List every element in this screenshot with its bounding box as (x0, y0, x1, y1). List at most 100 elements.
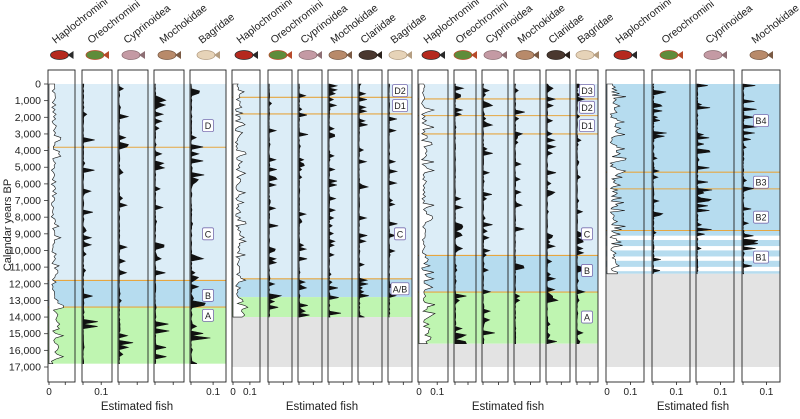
x-axis-label: Estimated fish (286, 401, 358, 413)
abundance-silhouette (358, 83, 370, 318)
fish-icon (483, 50, 503, 60)
y-axis-label: Calendar years BP (2, 179, 14, 271)
fish-tail-icon (471, 51, 477, 59)
abundance-silhouette (514, 83, 525, 345)
x-tick-label: 0 (604, 387, 610, 398)
y-tick-label: 0 (35, 79, 41, 91)
panel-frame (189, 69, 227, 383)
y-tick-label: 11,000 (10, 262, 41, 274)
y-tick-label: 2,000 (15, 112, 41, 124)
zone-label-box (394, 227, 406, 241)
fish-tail-icon (406, 51, 412, 59)
abundance-silhouette (268, 83, 283, 318)
panel-frame (327, 69, 353, 383)
abundance-silhouette (606, 83, 627, 275)
zone-label-box (392, 84, 408, 98)
zone-gap-stripe (606, 235, 780, 241)
taxon-name: Mochokidae (749, 2, 800, 46)
fish-tail-icon (677, 51, 683, 59)
abundance-silhouette (652, 83, 667, 275)
zone-gap-stripe (606, 256, 780, 261)
fish-icon (50, 50, 69, 60)
zone-label-box (581, 264, 593, 277)
panel-frame (481, 69, 509, 383)
panel-frame (357, 69, 383, 383)
abundance-silhouette (298, 83, 310, 318)
panel-frame (453, 69, 477, 383)
fish-icon (328, 50, 348, 60)
zone-band (606, 84, 780, 173)
fish-tail-icon (376, 51, 382, 59)
y-tick-label: 9,000 (15, 228, 41, 240)
zone-label-box (581, 227, 593, 241)
abundance-silhouette (154, 83, 170, 365)
fish-tail-icon (767, 51, 773, 59)
zone-label: B2 (755, 213, 766, 223)
zone-label-box (581, 310, 593, 324)
fish-icon (85, 50, 105, 60)
abundance-silhouette (546, 83, 559, 345)
fish-tail-icon (286, 51, 292, 59)
panel-frame (297, 69, 323, 383)
panel-frame (695, 69, 735, 383)
x-tick-label: 0.1 (243, 387, 257, 398)
no-data-band (606, 273, 780, 367)
zone-label: C (584, 229, 591, 239)
x-tick-label: 0 (416, 387, 422, 398)
y-tick-label: 6,000 (15, 178, 41, 190)
fish-tail-icon (252, 51, 258, 59)
zone-label-box (390, 282, 410, 296)
zone-label: A/B (393, 284, 408, 294)
x-tick-label: 0.1 (94, 387, 108, 398)
fish-tail-icon (346, 51, 352, 59)
zone-label: D1 (581, 121, 593, 131)
abundance-silhouette (418, 83, 436, 345)
panel-frame (81, 69, 113, 383)
fish-icon (157, 50, 177, 60)
abundance-silhouette (118, 83, 134, 365)
fish-tail-icon (175, 51, 181, 59)
abundance-silhouette (742, 83, 759, 275)
x-axis-label: Estimated fish (101, 401, 173, 413)
abundance-silhouette (482, 83, 495, 345)
abundance-silhouette (576, 83, 586, 345)
panel-frame-layer (44, 69, 781, 385)
zone-label: B3 (755, 178, 766, 188)
fish-icon (613, 50, 633, 60)
panel-frame (153, 69, 185, 383)
zone-label-box (753, 210, 769, 224)
y-tick-label: 17,000 (9, 362, 41, 374)
x-axis-label: Estimated fish (472, 401, 544, 413)
y-tick-label: 15,000 (9, 328, 41, 340)
abundance-silhouette (696, 83, 713, 275)
fish-icon (575, 50, 595, 60)
panel-frame (651, 69, 691, 383)
zone-label: D3 (581, 86, 593, 96)
fish-icon (358, 50, 378, 60)
fish-icon (453, 50, 473, 60)
x-axis-label: Estimated fish (657, 401, 729, 413)
abundance-silhouette (454, 83, 468, 345)
x-tick-label: 0.1 (713, 387, 727, 398)
zone-label-box (579, 119, 595, 133)
y-tick-label: 1,000 (15, 95, 41, 107)
x-tick-label: 0.1 (206, 387, 220, 398)
panel-frame (267, 69, 293, 383)
fish-icon (268, 50, 288, 60)
y-tick-label: 14,000 (9, 312, 41, 324)
fish-tail-icon (533, 51, 539, 59)
zone-gap-stripe (606, 246, 780, 251)
zone-band (606, 188, 780, 231)
fish-tail-icon (564, 51, 570, 59)
y-tick-label: 12,000 (9, 278, 41, 290)
fish-icon (388, 50, 408, 60)
fish-tail-icon (631, 51, 637, 59)
abundance-silhouette (190, 83, 211, 364)
panel-frame (605, 69, 645, 383)
fish-tail-icon (593, 51, 599, 59)
zone-label-box (753, 175, 769, 189)
zone-label-box (202, 119, 214, 133)
panel-frame (231, 69, 261, 383)
y-tick-label: 13,000 (9, 295, 41, 307)
x-tick-label: 0 (46, 387, 52, 398)
